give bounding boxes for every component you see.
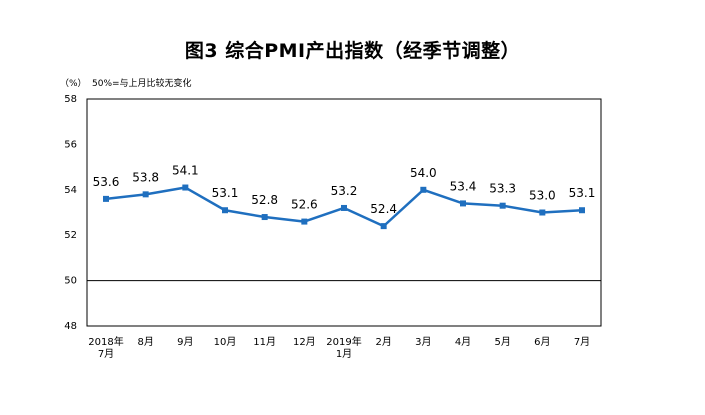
x-tick-label: 12月	[293, 336, 316, 348]
x-tick-label: 2月	[375, 336, 391, 348]
data-point	[261, 214, 268, 221]
x-tick-label: 8月	[137, 336, 153, 348]
y-tick-label: 54	[64, 185, 77, 196]
data-label: 53.8	[132, 170, 159, 184]
data-label: 52.4	[370, 202, 397, 216]
data-label: 53.6	[93, 175, 120, 189]
x-tick-label: 5月	[494, 336, 510, 348]
data-point	[539, 209, 546, 216]
x-tick-label: 9月	[177, 336, 193, 348]
data-label: 54.1	[172, 164, 199, 178]
x-tick-label: 1月	[336, 348, 352, 360]
y-tick-label: 58	[64, 94, 77, 105]
y-tick-label: 50	[64, 276, 77, 287]
data-point	[182, 184, 189, 191]
data-label: 53.0	[529, 189, 556, 203]
data-point	[460, 200, 466, 207]
data-label: 52.8	[251, 193, 278, 207]
plot-frame	[86, 98, 602, 327]
data-label: 53.1	[212, 186, 239, 200]
x-tick-label: 6月	[534, 336, 550, 348]
data-label: 53.3	[489, 182, 516, 196]
data-point	[222, 207, 228, 214]
y-tick-label: 52	[64, 230, 77, 241]
data-point	[341, 204, 347, 211]
x-tick-label: 7月	[574, 336, 590, 348]
x-tick-label: 11月	[253, 336, 276, 348]
y-tick-label: 48	[64, 321, 77, 332]
data-point	[499, 202, 506, 209]
data-point	[103, 195, 109, 202]
x-tick-label: 4月	[455, 336, 471, 348]
data-label: 53.2	[331, 184, 358, 198]
y-axis-unit: （%）	[60, 79, 87, 89]
x-tick-label: 3月	[415, 336, 431, 348]
data-label: 52.6	[291, 198, 318, 212]
data-label: 53.1	[569, 186, 596, 200]
data-point	[142, 191, 149, 198]
data-point	[579, 207, 585, 214]
x-tick-label: 10月	[214, 336, 237, 348]
data-point	[301, 218, 308, 225]
data-label: 53.4	[450, 179, 477, 193]
y-tick-label: 56	[64, 139, 77, 150]
x-tick-label: 2019年	[326, 335, 361, 348]
chart-title: 图3 综合PMI产出指数（经季节调整）	[184, 40, 521, 62]
data-point	[380, 223, 387, 230]
data-point	[420, 186, 427, 193]
x-tick-label: 2018年	[88, 335, 123, 348]
baseline-note: 50%=与上月比较无变化	[92, 79, 192, 89]
data-label: 54.0	[410, 166, 437, 180]
x-tick-label: 7月	[98, 348, 114, 360]
